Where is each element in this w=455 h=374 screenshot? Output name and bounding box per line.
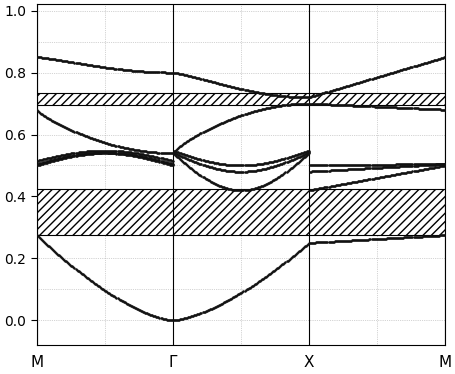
Bar	[36, 189, 444, 235]
Bar	[36, 93, 444, 105]
